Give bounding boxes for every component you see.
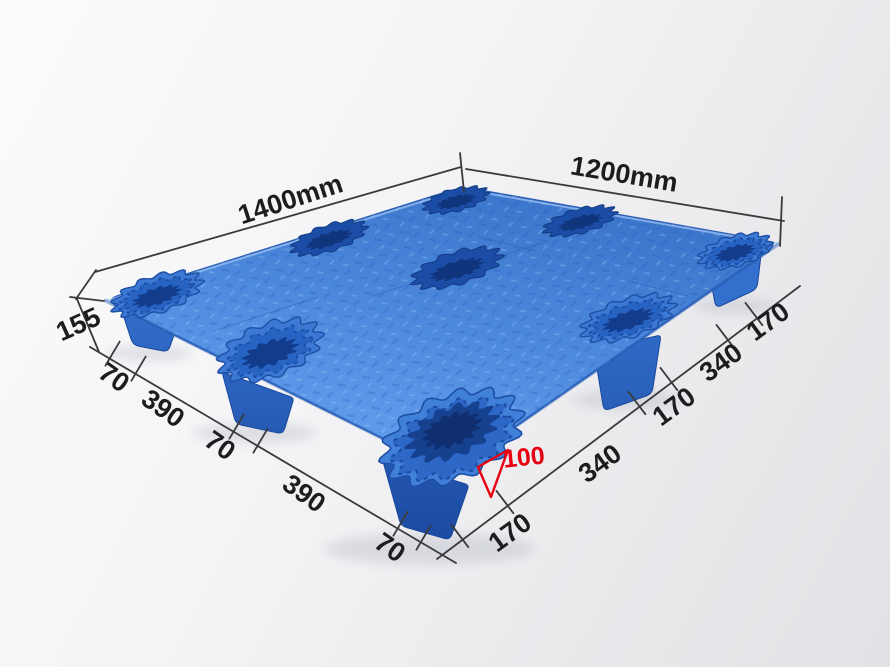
foot-recess bbox=[696, 231, 775, 271]
foot-recess bbox=[109, 269, 206, 319]
dim-label-left-3: 390 bbox=[277, 468, 331, 518]
pallet-foot-recesses bbox=[109, 185, 775, 488]
dim-label-right-2: 170 bbox=[647, 381, 701, 432]
dim-label-right-1: 340 bbox=[573, 438, 627, 489]
dim-label-left-1: 390 bbox=[136, 383, 190, 433]
dim-label-left-0: 70 bbox=[93, 357, 135, 399]
foot-recess bbox=[377, 386, 527, 488]
dim-label-right-3: 340 bbox=[694, 337, 748, 388]
foot-recess bbox=[578, 291, 679, 344]
foot-recess bbox=[421, 185, 492, 215]
foot-recess bbox=[541, 204, 620, 238]
foot-recess bbox=[289, 218, 370, 257]
dimension-lines bbox=[69, 152, 801, 564]
foot-height-triangle bbox=[476, 448, 510, 499]
dim-label-height: 155 bbox=[52, 301, 105, 347]
dim-label-length: 1400mm bbox=[234, 168, 346, 230]
dim-label-foot-height: 100 bbox=[502, 442, 546, 474]
foot-height-marker bbox=[476, 448, 510, 499]
foot-recess bbox=[409, 245, 506, 291]
foot-recess bbox=[215, 316, 326, 384]
dim-label-width: 1200mm bbox=[569, 150, 681, 197]
